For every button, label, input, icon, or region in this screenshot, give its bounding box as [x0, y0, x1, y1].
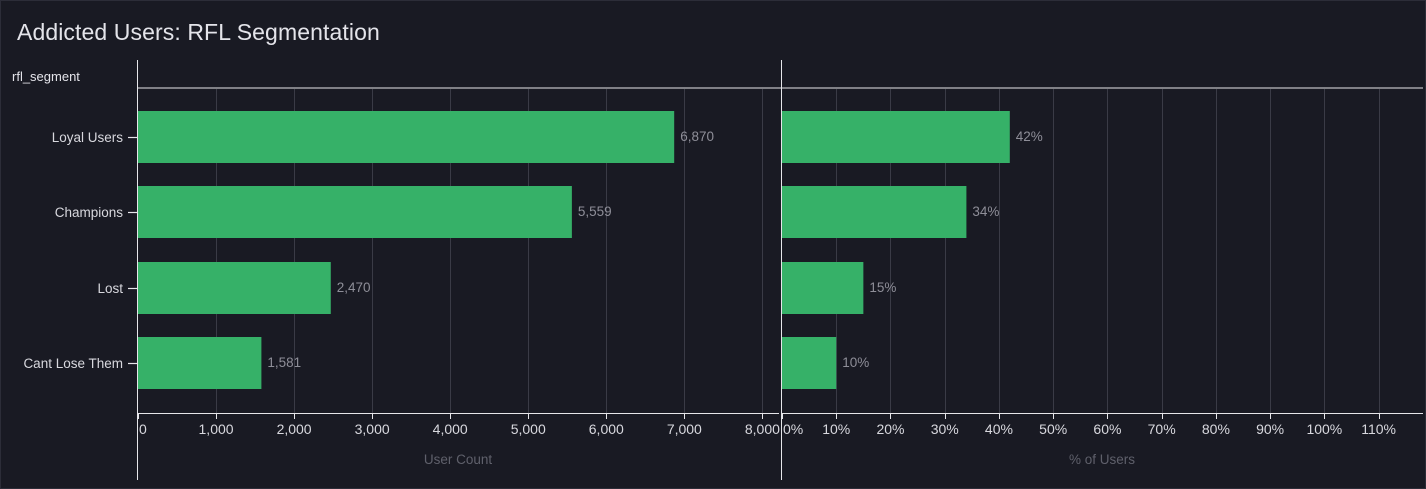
user-count-x-tick-label: 3,000 [355, 421, 390, 437]
pct-users-x-tick-label: 20% [876, 421, 904, 437]
pct-users-value-label: 10% [842, 355, 869, 370]
chart-title: Addicted Users: RFL Segmentation [17, 19, 380, 45]
pct-users-x-tick-label: 70% [1148, 421, 1176, 437]
pct-users-bar [782, 262, 864, 314]
pct-users-x-axis-title: % of Users [1069, 452, 1135, 467]
user-count-x-tick-label: 7,000 [667, 421, 702, 437]
category-label: Loyal Users [52, 130, 124, 145]
user-count-x-tick-label: 0 [139, 421, 147, 437]
pct-users-x-tick-label: 100% [1306, 421, 1342, 437]
category-label: Cant Lose Them [23, 356, 123, 371]
user-count-x-tick-label: 2,000 [277, 421, 312, 437]
pct-users-value-label: 42% [1016, 129, 1043, 144]
user-count-x-axis-title: User Count [424, 452, 493, 467]
pct-users-x-tick-label: 60% [1093, 421, 1121, 437]
user-count-bar [138, 111, 675, 163]
category-label: Champions [55, 205, 124, 220]
user-count-bar [138, 262, 331, 314]
user-count-value-label: 6,870 [680, 129, 714, 144]
user-count-value-label: 1,581 [267, 355, 301, 370]
pct-users-bar [782, 337, 837, 389]
pct-users-x-tick-label: 80% [1202, 421, 1230, 437]
pct-users-x-tick-label: 0% [783, 421, 803, 437]
user-count-x-tick-label: 6,000 [589, 421, 624, 437]
pct-users-x-tick-label: 40% [985, 421, 1013, 437]
pct-users-x-tick-label: 30% [931, 421, 959, 437]
pct-users-x-tick-label: 50% [1039, 421, 1067, 437]
dimension-label: rfl_segment [12, 69, 80, 84]
pct-users-x-tick-label: 90% [1256, 421, 1284, 437]
user-count-bar [138, 186, 572, 238]
user-count-value-label: 2,470 [337, 280, 371, 295]
pct-users-bar [782, 111, 1010, 163]
pct-users-x-tick-label: 10% [822, 421, 850, 437]
category-label: Lost [97, 281, 123, 296]
pct-users-bar [782, 186, 967, 238]
pct-users-value-label: 34% [972, 204, 999, 219]
user-count-bar [138, 337, 262, 389]
user-count-x-tick-label: 8,000 [745, 421, 780, 437]
user-count-value-label: 5,559 [578, 204, 612, 219]
user-count-x-tick-label: 5,000 [511, 421, 546, 437]
user-count-x-tick-label: 4,000 [433, 421, 468, 437]
user-count-x-tick-label: 1,000 [199, 421, 234, 437]
pct-users-x-tick-label: 110% [1361, 421, 1396, 437]
pct-users-value-label: 15% [869, 280, 896, 295]
